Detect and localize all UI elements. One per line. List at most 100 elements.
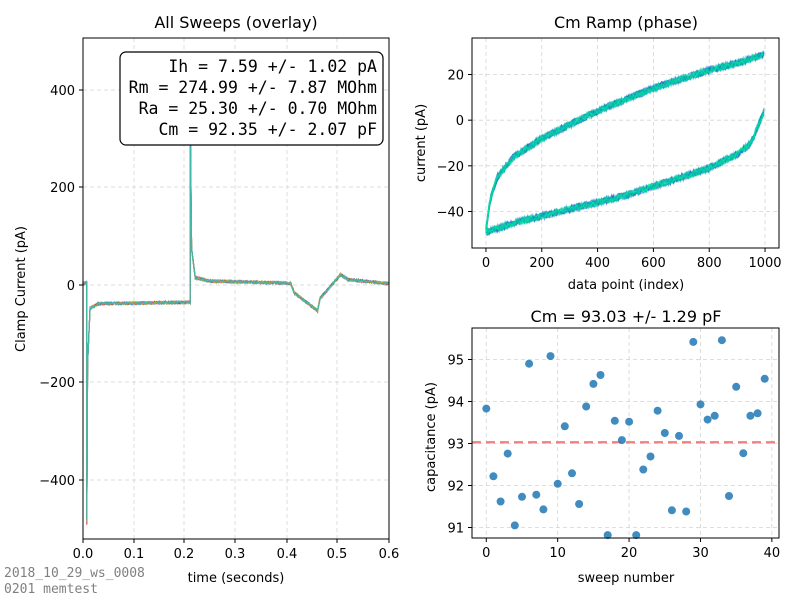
sweeps-xtick-label: 0.2 bbox=[174, 547, 195, 562]
ramp-trace bbox=[485, 111, 765, 237]
sweep-trace bbox=[82, 130, 390, 516]
ramp-trace bbox=[485, 109, 765, 235]
cm-ytick-label: 92 bbox=[447, 480, 464, 495]
cm-point bbox=[646, 452, 655, 461]
stats-rm: Rm = 274.99 +/- 7.87 MOhm bbox=[129, 78, 377, 97]
cm-point bbox=[682, 507, 691, 516]
ramp-trace bbox=[485, 53, 765, 234]
cm-point bbox=[575, 500, 584, 508]
sweeps-y-axis-label: Clamp Current (pA) bbox=[14, 226, 29, 352]
cm-point bbox=[739, 449, 748, 458]
sweeps-xtick-label: 0.6 bbox=[379, 547, 400, 562]
sweep-trace bbox=[82, 130, 390, 524]
stats-cm: Cm = 92.35 +/- 2.07 pF bbox=[158, 120, 377, 139]
cm-ytick-label: 93 bbox=[447, 438, 464, 453]
cm-ytick-label: 95 bbox=[447, 354, 464, 369]
cm-ytick-label: 91 bbox=[447, 522, 464, 537]
ramp-trace bbox=[485, 53, 765, 230]
cm-points bbox=[482, 336, 769, 540]
ramp-trace bbox=[485, 51, 765, 229]
ramp-xtick-label: 600 bbox=[641, 256, 666, 271]
ramp-xtick-label: 400 bbox=[585, 256, 610, 271]
cm-point bbox=[503, 449, 512, 458]
cm-point bbox=[582, 402, 591, 411]
cm-point bbox=[610, 416, 619, 425]
cm-ticks: 0 10 20 30 40 91 92 93 94 95 bbox=[447, 354, 780, 562]
cm-xtick-label: 20 bbox=[621, 546, 638, 561]
ramp-trace bbox=[485, 113, 765, 236]
cm-point bbox=[560, 422, 569, 431]
panel-cm-scatter: 0 10 20 30 40 91 92 93 94 95 Cm = 93.03 +/- 1.29 … bbox=[424, 307, 780, 586]
cm-xtick-label: 0 bbox=[482, 546, 490, 561]
sweeps-ytick-label: 200 bbox=[50, 181, 75, 196]
cm-point bbox=[675, 431, 683, 440]
sweeps-y-ticks: 400 200 0 −200 −400 bbox=[39, 84, 83, 489]
cm-title: Cm = 93.03 +/- 1.29 pF bbox=[531, 307, 722, 326]
cm-point bbox=[689, 337, 698, 346]
sweep-trace bbox=[82, 130, 390, 514]
sweeps-xtick-label: 0.3 bbox=[225, 547, 246, 562]
ramp-trace bbox=[485, 51, 765, 229]
cm-xtick-label: 10 bbox=[549, 546, 566, 561]
cm-point bbox=[482, 404, 491, 413]
ramp-trace bbox=[485, 52, 765, 232]
cm-point bbox=[696, 400, 705, 409]
ramp-trace bbox=[485, 114, 765, 232]
ramp-xtick-label: 1000 bbox=[748, 256, 781, 271]
cm-point bbox=[589, 379, 598, 388]
cm-point bbox=[510, 521, 519, 530]
sweep-trace bbox=[82, 132, 390, 518]
sweeps-xtick-label: 0.0 bbox=[73, 547, 94, 562]
cm-point bbox=[667, 506, 676, 515]
cm-x-axis-label: sweep number bbox=[578, 571, 675, 586]
cm-point bbox=[753, 409, 762, 418]
ramp-trace bbox=[485, 51, 765, 233]
ramp-trace bbox=[485, 108, 765, 235]
sweep-trace bbox=[82, 131, 390, 514]
footer-protocol: 0201 memtest bbox=[4, 582, 98, 597]
cm-point bbox=[603, 531, 612, 540]
cm-ytick-label: 94 bbox=[447, 396, 464, 411]
ramp-ytick-label: 20 bbox=[447, 69, 464, 84]
panel-cm-ramp: 0 200 400 600 800 1000 −40 −20 0 20 Cm Ramp (phas… bbox=[414, 13, 782, 293]
cm-point bbox=[546, 352, 555, 361]
ramp-ytick-label: −40 bbox=[437, 205, 464, 220]
panel-all-sweeps: 400 200 0 −200 −400 0.0 0.1 0.2 0.3 0.4 … bbox=[14, 13, 399, 586]
ramp-trace bbox=[485, 111, 765, 236]
cm-point bbox=[632, 531, 641, 540]
sweep-trace bbox=[82, 130, 390, 523]
ramp-xtick-label: 200 bbox=[529, 256, 554, 271]
ramp-trace bbox=[485, 51, 764, 232]
ramp-grid bbox=[472, 38, 779, 248]
ramp-trace bbox=[485, 114, 765, 233]
ramp-x-axis-label: data point (index) bbox=[568, 278, 684, 293]
sweeps-x-axis-label: time (seconds) bbox=[188, 571, 285, 586]
cm-point bbox=[625, 417, 634, 426]
ramp-trace bbox=[485, 112, 765, 237]
sweep-traces bbox=[82, 130, 390, 525]
stats-box: Ih = 7.59 +/- 1.02 pA Rm = 274.99 +/- 7.… bbox=[119, 51, 384, 146]
stats-box-frame bbox=[119, 51, 384, 146]
ramp-xtick-label: 0 bbox=[482, 256, 490, 271]
cm-point bbox=[489, 472, 498, 481]
cm-point bbox=[518, 492, 526, 501]
cm-point bbox=[617, 436, 626, 445]
sweep-trace bbox=[82, 131, 390, 517]
sweeps-xtick-label: 0.5 bbox=[327, 547, 348, 562]
cm-point bbox=[725, 492, 733, 500]
cm-point bbox=[660, 429, 669, 437]
footer-abf-id: 2018_10_29_ws_0008 bbox=[4, 566, 145, 581]
cm-point bbox=[539, 505, 548, 514]
ramp-trace bbox=[485, 51, 765, 230]
stats-ra: Ra = 25.30 +/- 0.70 MOhm bbox=[139, 99, 377, 118]
ramp-plot-frame bbox=[471, 37, 780, 249]
cm-point bbox=[653, 406, 662, 415]
cm-point bbox=[639, 465, 648, 474]
ramp-trace bbox=[485, 51, 765, 230]
sweeps-ytick-label: 0 bbox=[67, 279, 75, 294]
cm-point bbox=[553, 479, 562, 488]
cm-y-axis-label: capacitance (pA) bbox=[424, 382, 439, 492]
cm-point bbox=[746, 411, 755, 420]
cm-point bbox=[703, 415, 712, 424]
